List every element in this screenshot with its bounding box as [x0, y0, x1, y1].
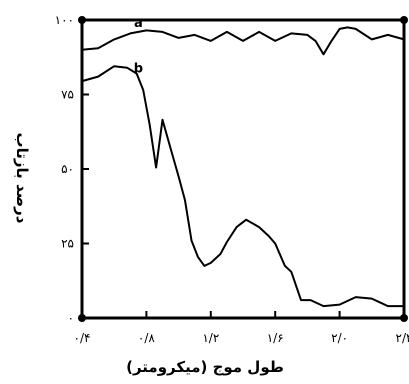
series-line-b — [81, 65, 405, 308]
frame-corner-dot — [78, 16, 86, 24]
x-tick-label: ۰/۴ — [74, 331, 91, 345]
y-tick-label: ۰ — [68, 311, 74, 325]
y-tick-label: ۲۵ — [61, 237, 74, 251]
x-tick-label: ۱/۶ — [267, 331, 284, 345]
y-tick-label: ۵۰ — [61, 162, 74, 176]
series-line-a — [81, 26, 405, 56]
frame-corner-dot — [78, 314, 86, 322]
x-tick-label: ۲/۴ — [396, 331, 409, 345]
plot-frame — [80, 18, 406, 320]
x-tick-label: ۲/۰ — [331, 331, 348, 345]
series-label-a: a — [134, 16, 143, 31]
y-axis-title: درصد بازتاب — [13, 133, 31, 224]
x-tick-label: ۱/۲ — [202, 331, 219, 345]
x-tick-label: ۰/۸ — [138, 331, 155, 345]
y-tick-label: ۷۵ — [61, 88, 74, 102]
frame-corner-dot — [400, 314, 408, 322]
frame-corner-dot — [400, 16, 408, 24]
series-label-b: b — [134, 62, 143, 77]
x-axis-title: طول موج (میکرومتر) — [126, 358, 284, 376]
y-tick-label: ۱۰۰ — [55, 13, 74, 27]
